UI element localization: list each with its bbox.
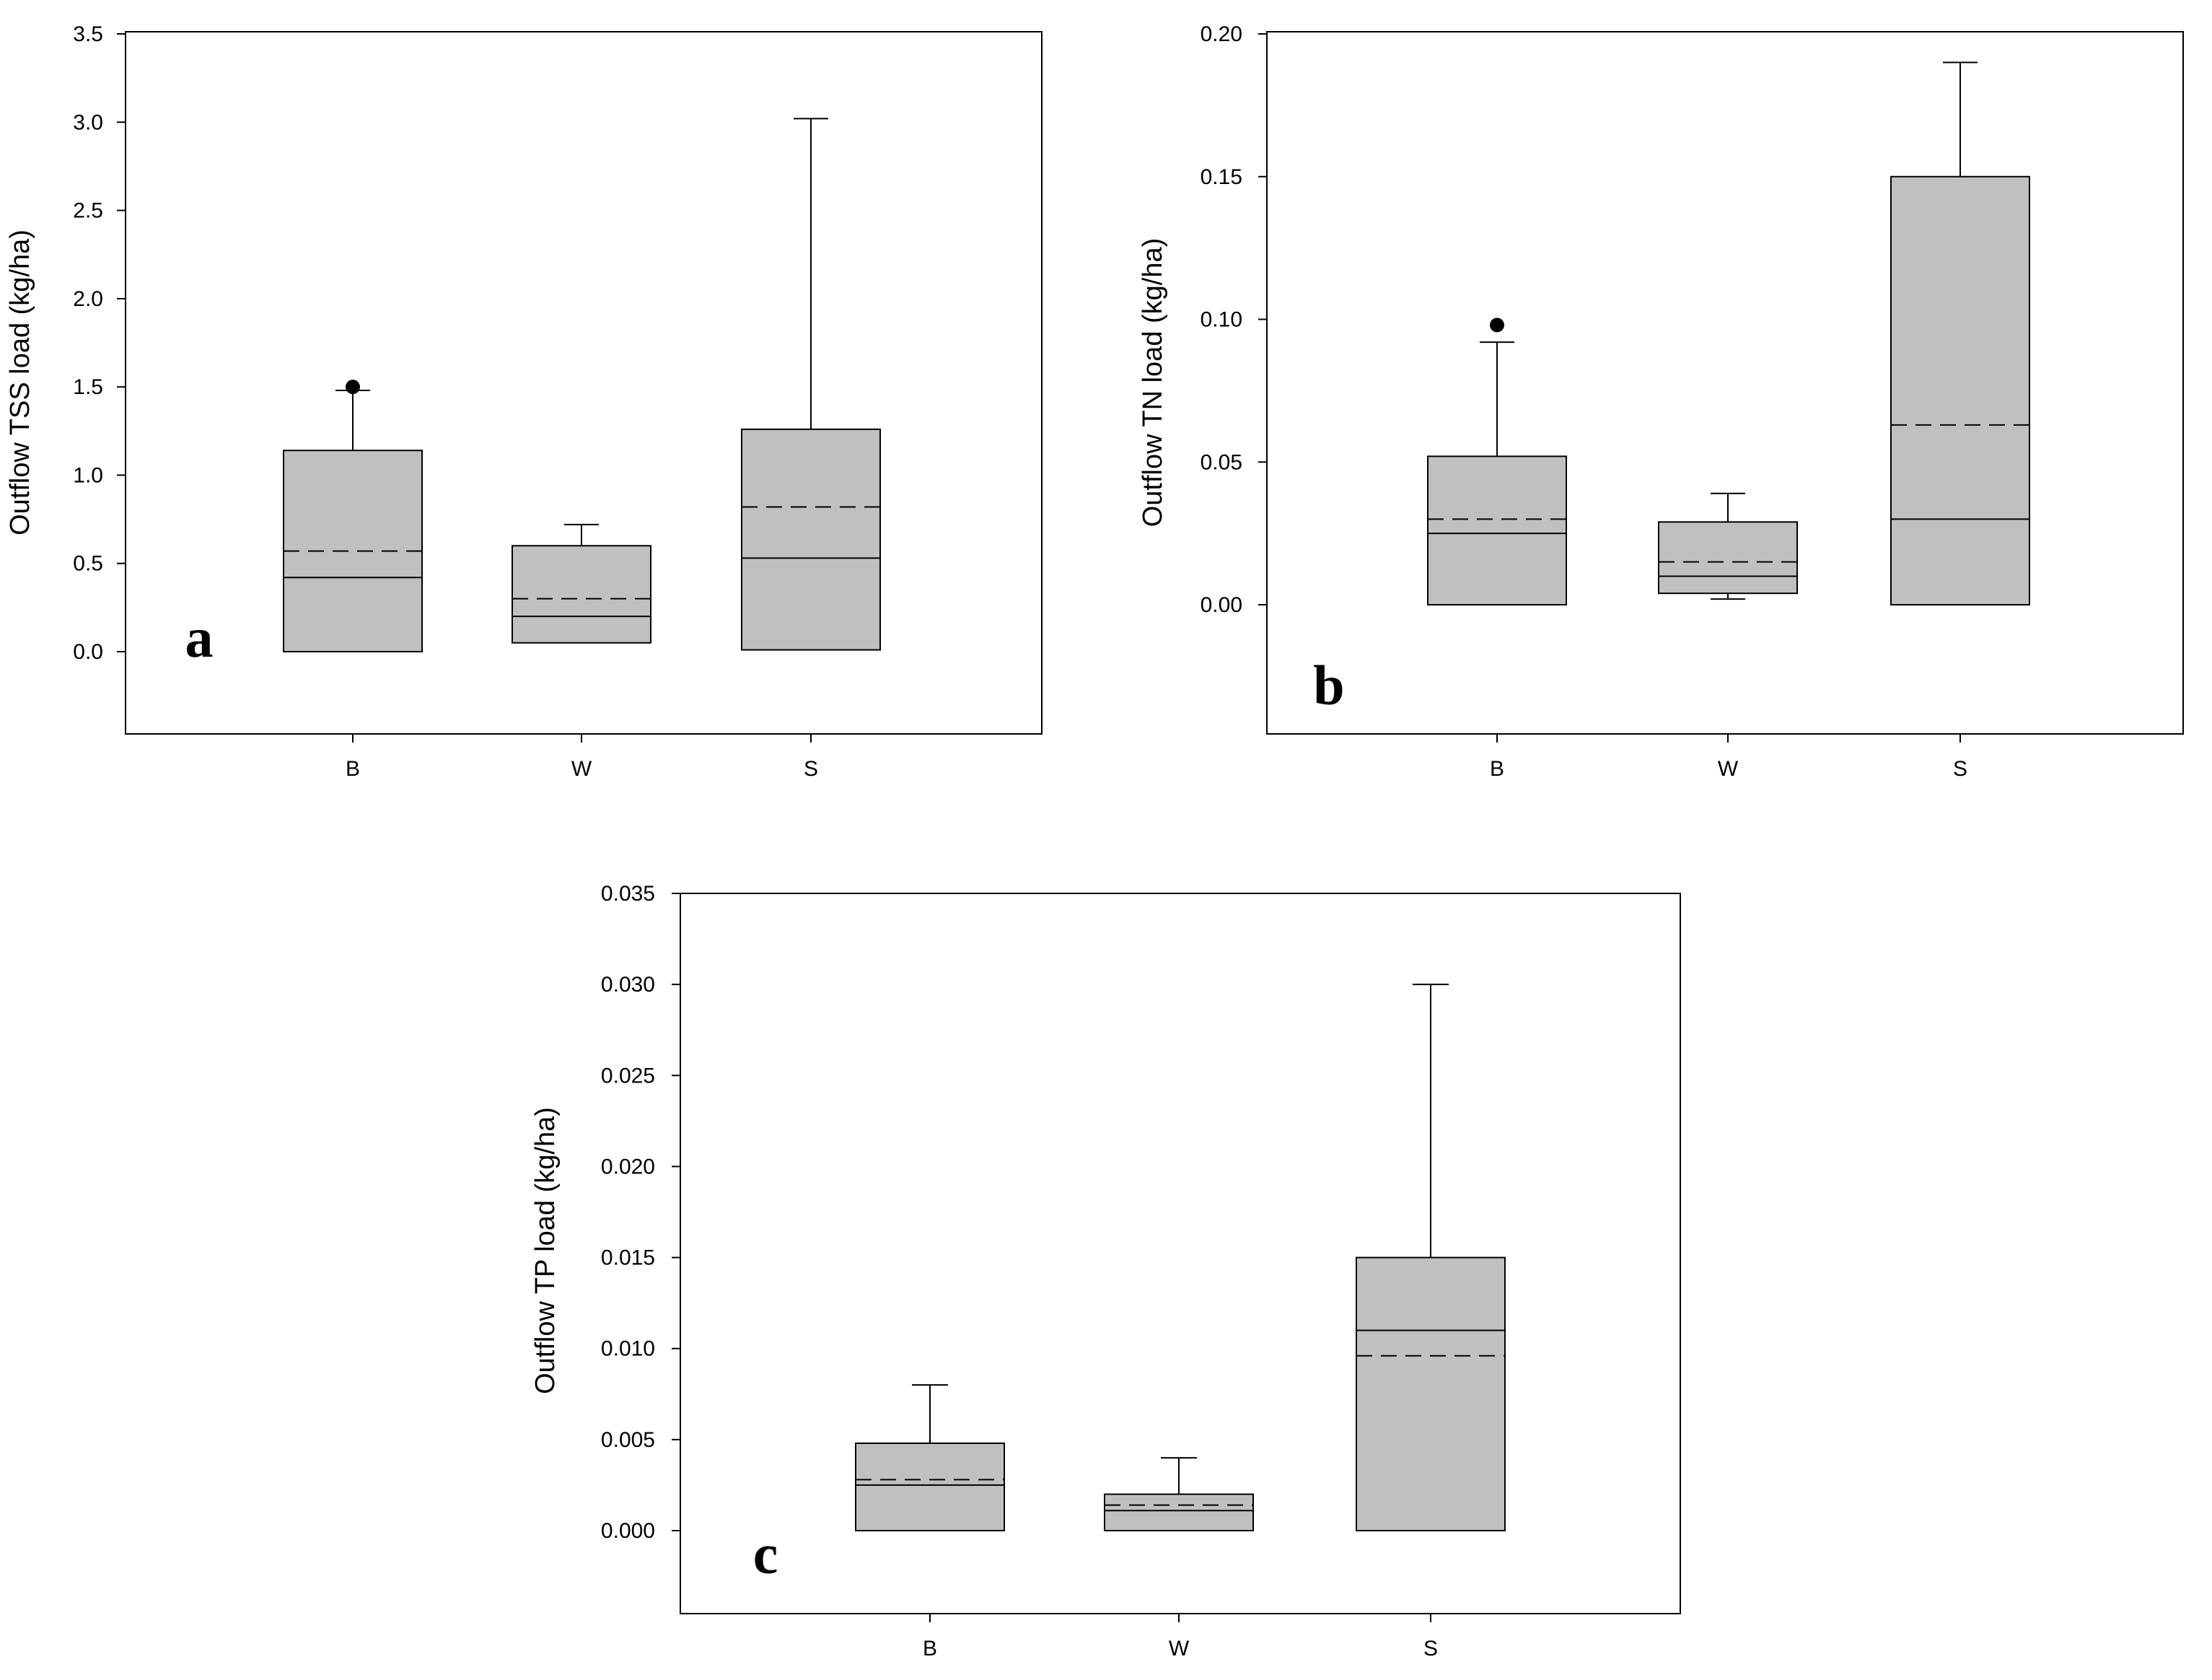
x-tick-label-b: B [346, 757, 360, 781]
plot-frame [1266, 31, 2184, 735]
box-b [855, 1384, 1005, 1531]
y-tick-label: 2.0 [73, 287, 103, 311]
box-b [283, 380, 423, 653]
y-tick-label: 0.030 [601, 973, 655, 997]
plot-frame [125, 31, 1043, 735]
outlier-point [346, 380, 360, 395]
x-tick-label-s: S [1953, 757, 1967, 781]
box-iqr [741, 428, 881, 651]
box-w [512, 523, 651, 644]
y-tick-label: 0.010 [601, 1337, 655, 1361]
y-tick-label: 0.000 [601, 1519, 655, 1543]
x-tick-label-s: S [1423, 1637, 1438, 1661]
x-tick-label-w: W [1169, 1637, 1190, 1661]
y-tick-label: 0.00 [1201, 593, 1242, 617]
box-iqr [855, 1442, 1005, 1531]
x-tick-label-w: W [1718, 757, 1739, 781]
box-w [1104, 1457, 1254, 1532]
box-b [1427, 318, 1567, 606]
box-s [741, 118, 881, 651]
panel-letter: c [753, 1523, 778, 1585]
x-tick-label-b: B [923, 1637, 937, 1661]
x-tick-label-w: W [571, 757, 592, 781]
box-iqr [1427, 455, 1567, 606]
y-tick-label: 0.035 [601, 882, 655, 906]
y-tick-label: 0.05 [1201, 450, 1242, 474]
panel-letter: b [1313, 654, 1344, 717]
y-tick-label: 0.15 [1201, 165, 1242, 189]
y-tick-label: 0.020 [601, 1155, 655, 1178]
y-tick-label: 0.20 [1201, 22, 1242, 46]
box-iqr [1104, 1493, 1254, 1532]
box-w [1658, 492, 1798, 600]
chart-panel-c: 0.000 0.005 0.010 0.015 0.020 0.025 0.030 0.035… [530, 882, 1681, 1661]
y-tick-label: 0.015 [601, 1246, 655, 1270]
box-s [1890, 61, 2030, 605]
x-tick-label-s: S [804, 757, 818, 781]
y-tick-label: 3.5 [73, 22, 103, 46]
box-iqr [283, 450, 423, 653]
y-tick-label: 0.005 [601, 1428, 655, 1452]
plot-frame [680, 893, 1681, 1614]
chart-panel-b: 0.00 0.05 0.10 0.15 0.20 B W S Outflow TN load (… [1138, 22, 2184, 781]
chart-panel-a: 0.0 0.5 1.0 1.5 2.0 2.5 3.0 3.5 B W S Outflow TSS l… [5, 22, 1043, 781]
box-iqr [1658, 521, 1798, 595]
y-tick-label: 0.0 [73, 640, 103, 664]
y-axis-title: Outflow TN load (kg/ha) [1138, 238, 1168, 528]
y-tick-label: 1.5 [73, 375, 103, 399]
box-iqr [1356, 1256, 1506, 1531]
y-tick-label: 3.0 [73, 110, 103, 134]
y-axis-title: Outflow TP load (kg/ha) [530, 1107, 561, 1394]
y-tick-label: 0.10 [1201, 308, 1242, 332]
panel-letter: a [185, 606, 214, 669]
box-s [1356, 984, 1506, 1531]
box-iqr [1890, 175, 2030, 605]
y-axis-title: Outflow TSS load (kg/ha) [5, 229, 35, 535]
outlier-point [1490, 318, 1504, 333]
x-tick-label-b: B [1490, 757, 1504, 781]
y-tick-label: 0.025 [601, 1064, 655, 1088]
y-tick-label: 2.5 [73, 199, 103, 223]
box-iqr [512, 545, 651, 644]
y-tick-label: 1.0 [73, 463, 103, 487]
y-tick-label: 0.5 [73, 552, 103, 576]
